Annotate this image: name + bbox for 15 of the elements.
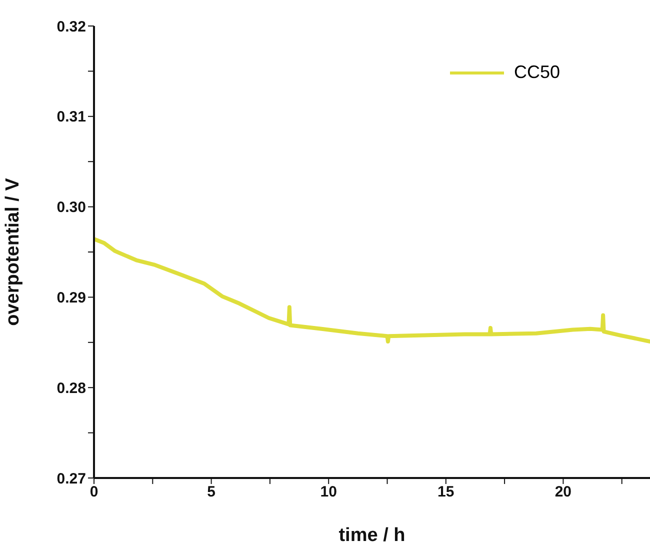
y-tick-label: 0.31 [56, 108, 86, 126]
x-tick-label: 20 [554, 484, 572, 501]
y-tick-label: 0.28 [56, 380, 86, 397]
y-tick-label: 0.27 [56, 470, 86, 488]
x-tick-label: 15 [438, 484, 454, 501]
y-axis-title: overpotential / V [2, 178, 24, 326]
x-tick-label: 5 [207, 484, 216, 501]
x-tick-label: 10 [320, 484, 337, 501]
x-axis-title: time / h [338, 525, 406, 546]
legend-label: CC50 [514, 62, 560, 83]
line-series [94, 237, 650, 344]
x-tick-label: 0 [90, 484, 98, 501]
y-tick-label: 0.32 [56, 18, 86, 36]
y-tick-label: 0.30 [56, 199, 86, 216]
y-tick-label: 0.29 [56, 290, 86, 307]
